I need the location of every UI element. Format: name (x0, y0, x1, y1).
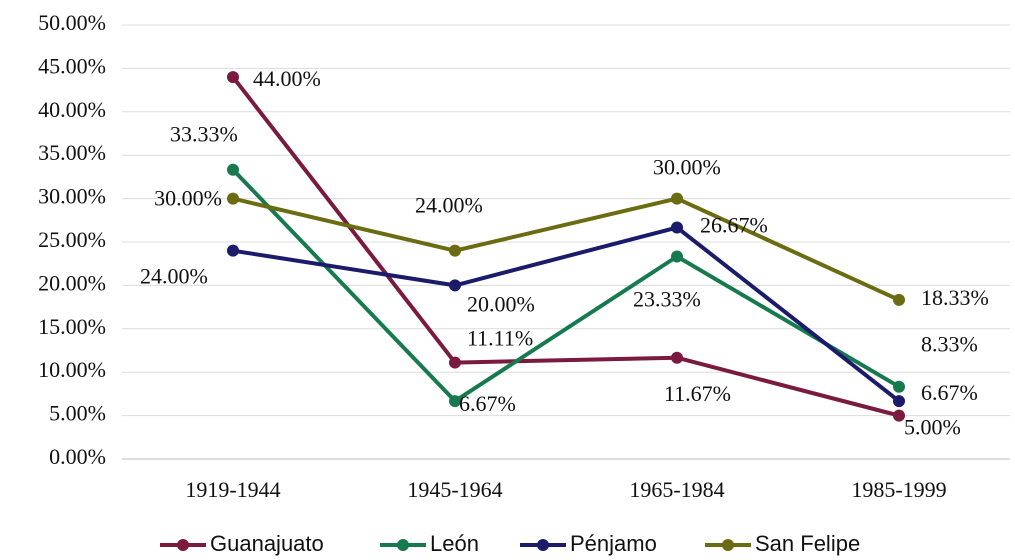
y-tick-label: 25.00% (38, 227, 106, 252)
series-line (231, 168, 901, 404)
data-label: 20.00% (467, 291, 535, 316)
y-tick-label: 20.00% (38, 270, 106, 295)
data-point (227, 163, 239, 176)
data-label: 30.00% (154, 186, 222, 211)
x-tick-label: 1985-1999 (851, 477, 946, 502)
legend-label: León (430, 531, 479, 556)
y-tick-label: 30.00% (38, 184, 106, 209)
data-point (671, 250, 683, 263)
data-point (449, 279, 461, 292)
x-tick-label: 1945-1964 (407, 477, 502, 502)
data-label: 18.33% (921, 285, 989, 310)
data-point (893, 409, 905, 422)
legend-marker (722, 539, 734, 551)
legend-marker (537, 539, 549, 551)
series-line (232, 225, 901, 403)
data-label: 26.67% (700, 213, 768, 238)
data-point (227, 192, 239, 205)
data-point (227, 71, 239, 84)
data-point (449, 356, 461, 369)
data-label: 5.00% (904, 415, 961, 440)
data-label: 30.00% (653, 155, 721, 180)
data-label: 24.00% (140, 264, 208, 289)
data-label: 23.33% (633, 287, 701, 312)
data-label: 24.00% (415, 193, 483, 218)
y-tick-label: 45.00% (38, 53, 106, 78)
data-point (671, 351, 683, 364)
data-point (893, 380, 905, 393)
data-label: 8.33% (921, 332, 978, 357)
data-point (893, 293, 905, 306)
legend-marker (177, 539, 189, 551)
y-tick-label: 15.00% (38, 314, 106, 339)
y-tick-label: 10.00% (38, 357, 106, 382)
y-tick-label: 35.00% (38, 140, 106, 165)
x-tick-label: 1965-1984 (629, 477, 724, 502)
data-point (449, 244, 461, 257)
data-point (671, 192, 683, 205)
data-label: 44.00% (253, 66, 321, 91)
data-point (893, 395, 905, 408)
data-label: 11.67% (664, 381, 731, 406)
y-tick-label: 0.00% (49, 444, 106, 469)
series-line (231, 75, 900, 418)
data-label: 33.33% (170, 122, 238, 147)
legend-label: San Felipe (755, 531, 860, 556)
data-point (227, 244, 239, 257)
legend-marker (397, 539, 409, 551)
data-label: 11.11% (467, 326, 533, 351)
data-label: 6.67% (459, 391, 516, 416)
y-tick-label: 5.00% (49, 401, 106, 426)
y-tick-label: 50.00% (38, 10, 106, 35)
legend-label: Pénjamo (570, 531, 657, 556)
series-line (232, 196, 900, 302)
data-label: 6.67% (921, 380, 978, 405)
data-point (671, 221, 683, 234)
legend-label: Guanajuato (210, 531, 324, 556)
data-point (449, 395, 461, 408)
x-tick-label: 1919-1944 (185, 477, 280, 502)
y-tick-label: 40.00% (38, 97, 106, 122)
